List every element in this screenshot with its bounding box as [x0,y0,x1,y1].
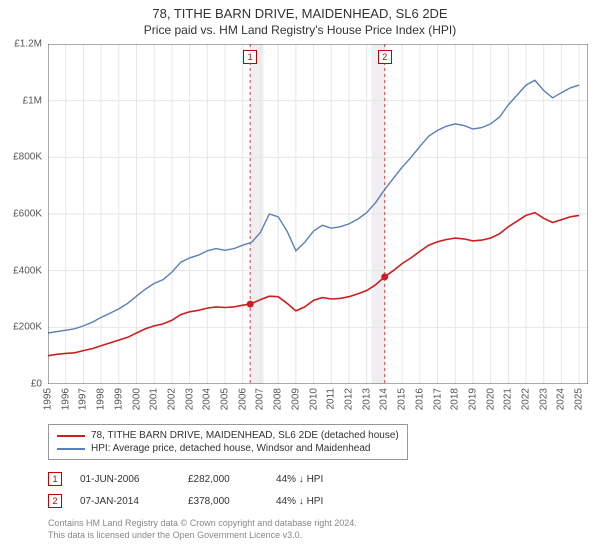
y-axis-label: £800K [2,152,42,163]
chart-title: 78, TITHE BARN DRIVE, MAIDENHEAD, SL6 2D… [0,0,600,21]
transaction-price: £282,000 [188,474,258,485]
x-axis-label: 2020 [485,388,496,418]
x-axis-label: 2003 [184,388,195,418]
footnote: Contains HM Land Registry data © Crown c… [48,518,357,541]
legend-swatch [57,448,85,450]
x-axis-label: 2006 [237,388,248,418]
y-axis-label: £1M [2,95,42,106]
transaction-row: 1 01-JUN-2006 £282,000 44% ↓ HPI [48,468,356,490]
legend-label: 78, TITHE BARN DRIVE, MAIDENHEAD, SL6 2D… [91,430,399,441]
y-axis-label: £400K [2,265,42,276]
x-axis-label: 2012 [343,388,354,418]
x-axis-label: 1999 [113,388,124,418]
legend-item: HPI: Average price, detached house, Wind… [57,442,399,455]
transactions-table: 1 01-JUN-2006 £282,000 44% ↓ HPI 2 07-JAN-201… [48,468,356,512]
y-axis-label: £200K [2,322,42,333]
transaction-date: 07-JAN-2014 [80,496,170,507]
x-axis-label: 2023 [538,388,549,418]
transaction-hpi: 44% ↓ HPI [276,496,356,507]
x-axis-label: 2016 [414,388,425,418]
x-axis-label: 2009 [290,388,301,418]
x-axis-label: 2011 [326,388,337,418]
x-axis-label: 2000 [131,388,142,418]
chart-marker: 1 [243,50,257,64]
x-axis-label: 1996 [60,388,71,418]
x-axis-label: 2017 [432,388,443,418]
legend-item: 78, TITHE BARN DRIVE, MAIDENHEAD, SL6 2D… [57,429,399,442]
x-axis-label: 2013 [361,388,372,418]
legend: 78, TITHE BARN DRIVE, MAIDENHEAD, SL6 2D… [48,424,408,460]
x-axis-label: 1995 [43,388,54,418]
x-axis-label: 2014 [379,388,390,418]
x-axis-label: 2002 [166,388,177,418]
chart-container: 78, TITHE BARN DRIVE, MAIDENHEAD, SL6 2D… [0,0,600,560]
transaction-marker: 1 [48,472,62,486]
x-axis-label: 2007 [255,388,266,418]
transaction-date: 01-JUN-2006 [80,474,170,485]
legend-label: HPI: Average price, detached house, Wind… [91,443,370,454]
transaction-row: 2 07-JAN-2014 £378,000 44% ↓ HPI [48,490,356,512]
footnote-line: This data is licensed under the Open Gov… [48,530,357,542]
x-axis-label: 2005 [220,388,231,418]
y-axis-label: £1.2M [2,39,42,50]
transaction-marker: 2 [48,494,62,508]
footnote-line: Contains HM Land Registry data © Crown c… [48,518,357,530]
chart-marker: 2 [378,50,392,64]
chart-subtitle: Price paid vs. HM Land Registry's House … [0,21,600,41]
x-axis-label: 1998 [96,388,107,418]
x-axis-label: 1997 [78,388,89,418]
x-axis-label: 2025 [574,388,585,418]
chart-svg [48,44,588,384]
x-axis-label: 2015 [397,388,408,418]
legend-swatch [57,435,85,437]
x-axis-label: 2021 [503,388,514,418]
x-axis-label: 2010 [308,388,319,418]
x-axis-label: 2022 [521,388,532,418]
y-axis-label: £0 [2,379,42,390]
x-axis-label: 2024 [556,388,567,418]
transaction-price: £378,000 [188,496,258,507]
y-axis-label: £600K [2,209,42,220]
x-axis-label: 2008 [273,388,284,418]
x-axis-label: 2018 [450,388,461,418]
transaction-hpi: 44% ↓ HPI [276,474,356,485]
x-axis-label: 2019 [467,388,478,418]
x-axis-label: 2001 [149,388,160,418]
chart-plot-area: £0£200K£400K£600K£800K£1M£1.2M1995199619… [48,44,588,384]
x-axis-label: 2004 [202,388,213,418]
